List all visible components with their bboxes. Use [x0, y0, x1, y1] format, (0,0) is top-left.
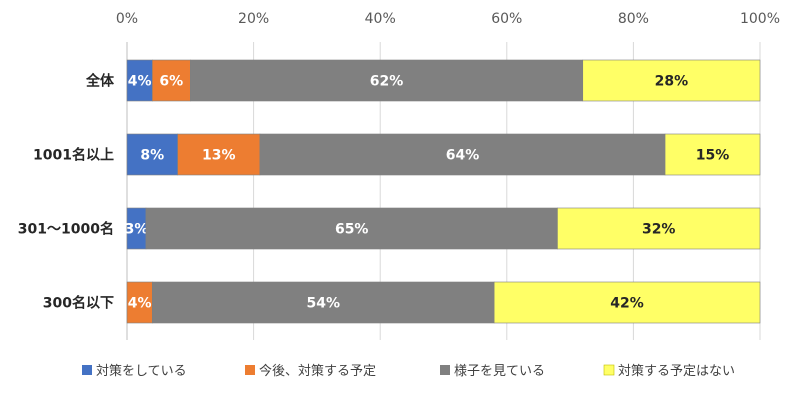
- data-label: 8%: [140, 148, 164, 164]
- x-axis-ticks: 0% 20% 40% 60% 80% 100%: [116, 11, 780, 27]
- data-label: 54%: [306, 296, 340, 312]
- legend-swatch: [603, 364, 615, 376]
- category-label: 300名以下: [43, 295, 114, 312]
- legend-label: 今後、対策する予定: [259, 363, 376, 379]
- legend-swatch: [440, 365, 450, 375]
- category-label: 301～1000名: [18, 221, 114, 238]
- bar-segment: [493, 281, 761, 324]
- category-label: 全体: [85, 73, 115, 90]
- legend-label: 様子を見ている: [454, 364, 545, 379]
- data-label: 64%: [446, 148, 480, 164]
- bar-segment: [126, 133, 178, 176]
- bar-segment: [126, 281, 153, 324]
- bars: 4% 6% 62% 28% 8% 13% 64% 15% 3% 65% 32% 4% 54% 42%: [125, 59, 761, 324]
- data-label: 4%: [128, 296, 152, 312]
- legend-swatch: [82, 365, 92, 375]
- bar-segment: [126, 59, 153, 102]
- bar-segment: [145, 207, 558, 250]
- bar-segment: [259, 133, 666, 176]
- data-label: 65%: [335, 222, 369, 238]
- legend-label: 対策をしている: [96, 363, 187, 379]
- bar-segment: [664, 133, 761, 176]
- x-tick-label: 60%: [491, 11, 522, 27]
- data-label: 32%: [642, 222, 676, 238]
- category-label: 1001名以上: [33, 147, 114, 164]
- x-tick-label: 40%: [365, 11, 396, 27]
- data-label: 62%: [370, 74, 404, 90]
- bar-segment: [177, 133, 261, 176]
- data-label: 4%: [128, 74, 152, 90]
- data-label: 42%: [610, 296, 644, 312]
- data-label: 13%: [202, 148, 236, 164]
- bar-segment: [582, 59, 761, 102]
- x-tick-label: 20%: [238, 11, 269, 27]
- legend-label: 対策する予定はない: [618, 363, 735, 379]
- x-tick-label: 80%: [618, 11, 649, 27]
- bar-segment: [190, 59, 584, 102]
- x-tick-label: 0%: [116, 11, 138, 27]
- category-labels: 全体 1001名以上 301～1000名 300名以下: [18, 73, 115, 312]
- data-label: 6%: [159, 74, 183, 90]
- legend: 対策をしている 今後、対策する予定 様子を見ている 対策する予定はない: [82, 363, 735, 379]
- bar-segment: [557, 207, 761, 250]
- x-tick-label: 100%: [740, 11, 780, 27]
- data-label: 15%: [696, 148, 730, 164]
- data-label: 3%: [125, 222, 149, 238]
- legend-swatch: [245, 365, 255, 375]
- data-label: 28%: [655, 74, 689, 90]
